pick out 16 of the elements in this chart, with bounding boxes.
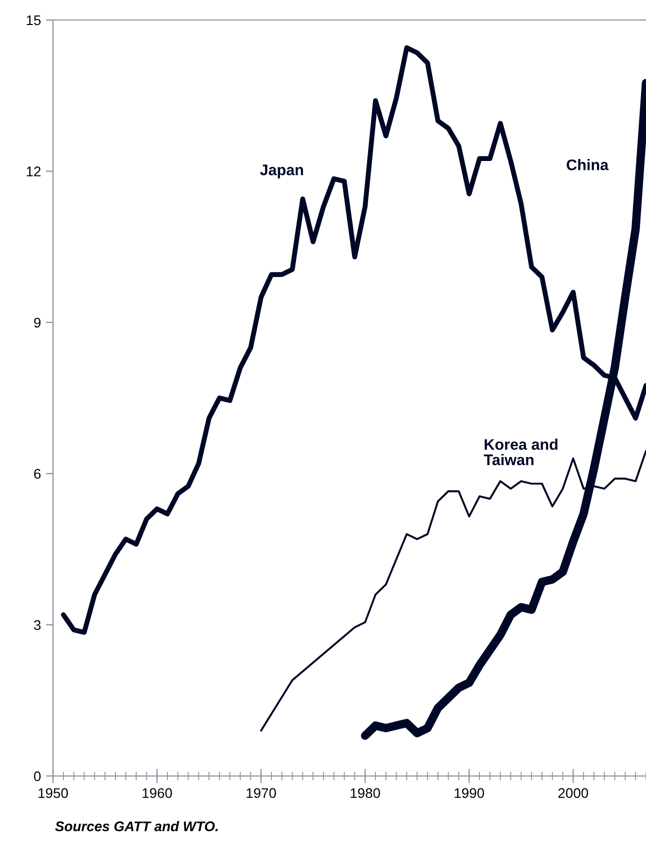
x-tick-label: 1990 xyxy=(454,788,484,798)
x-tick-label: 1970 xyxy=(246,788,276,798)
x-tick-label: 1980 xyxy=(350,788,380,798)
text: China xyxy=(566,159,609,170)
x-tick-label: 1960 xyxy=(142,788,172,798)
series-label: Korea and Taiwan xyxy=(484,438,558,466)
y-tick-label: 6 xyxy=(34,468,41,479)
x-tick-label: 2000 xyxy=(558,788,588,798)
source-note: Sources GATT and WTO. xyxy=(55,821,218,832)
x-tick-label: 1950 xyxy=(38,788,68,798)
y-tick-label: 12 xyxy=(26,166,40,176)
y-tick-label: 0 xyxy=(34,771,41,782)
y-tick-label: 3 xyxy=(34,620,41,630)
y-tick-label: 15 xyxy=(26,15,41,26)
y-tick-label: 9 xyxy=(34,318,41,328)
series-label: Japan xyxy=(260,164,304,178)
